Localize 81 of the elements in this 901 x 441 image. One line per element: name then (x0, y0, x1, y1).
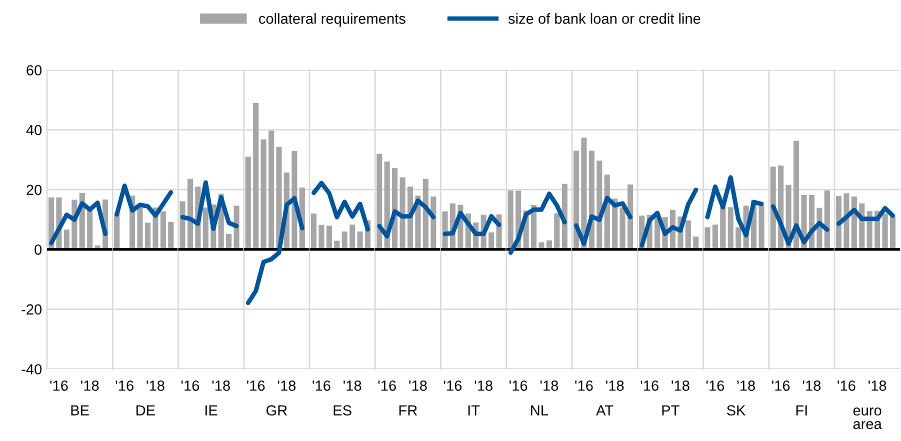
bar (350, 224, 356, 250)
y-tick-label: 0 (34, 244, 42, 255)
bar (728, 207, 734, 250)
x-tick-label: '18 (146, 380, 164, 391)
x-tick-label: '16 (510, 380, 528, 391)
x-axis-title: AT (596, 405, 614, 416)
bar (620, 208, 626, 250)
x-axis-title: NL (531, 405, 548, 416)
bar (202, 208, 208, 250)
bar (573, 150, 580, 250)
y-tick-label: -40 (22, 364, 42, 374)
bar (376, 154, 382, 250)
x-tick-label: '16 (444, 380, 462, 391)
bar (508, 190, 514, 250)
bar (758, 205, 764, 250)
bar (882, 214, 888, 250)
bar (890, 216, 896, 250)
legend-label: collateral requirements (259, 13, 406, 27)
x-tick-label: '18 (802, 380, 821, 391)
bar (704, 227, 710, 250)
x-tick-label: '16 (247, 380, 265, 391)
x-tick-label: '18 (737, 380, 755, 391)
x-tick-label: '16 (838, 380, 856, 391)
x-axis-title: DE (136, 405, 155, 416)
bar (326, 226, 332, 250)
x-axis-title: IE (206, 405, 218, 416)
x-tick-label: '18 (540, 380, 558, 391)
bar (137, 208, 143, 250)
bar (160, 211, 166, 250)
bar (400, 177, 406, 250)
bar (187, 178, 193, 250)
x-axis-title: BE (71, 405, 89, 416)
x-tick-label: '16 (116, 380, 134, 391)
bar (253, 102, 259, 250)
x-tick-label: '18 (474, 380, 492, 391)
y-tick-label: 20 (26, 184, 42, 196)
x-tick-label: '18 (344, 380, 362, 391)
bar (357, 231, 363, 250)
legend-label: size of bank loan or credit line (508, 13, 700, 24)
x-tick-label: '16 (772, 380, 790, 391)
x-axis-title: GR (266, 405, 287, 416)
bar (310, 214, 317, 250)
x-axis-title: IT (468, 405, 480, 416)
x-tick-label: '16 (50, 380, 68, 391)
x-tick-label: '18 (409, 380, 427, 391)
bar (64, 230, 70, 250)
x-tick-label: '16 (378, 380, 396, 391)
y-tick-label: 40 (26, 124, 42, 136)
bar (342, 231, 348, 250)
x-tick-label: '16 (640, 380, 658, 391)
bar (245, 156, 251, 250)
bar (144, 222, 151, 250)
x-axis-title: euro area (853, 408, 882, 430)
x-axis-title: SK (726, 405, 746, 416)
bar (720, 207, 726, 250)
x-tick-label: '16 (706, 380, 724, 391)
x-axis-title: FR (399, 405, 417, 416)
x-tick-label: '18 (672, 380, 690, 391)
bar (685, 220, 691, 250)
x-tick-label: '18 (278, 380, 296, 391)
x-tick-label: '18 (212, 380, 230, 391)
x-axis-title: PT (662, 405, 680, 416)
x-tick-label: '18 (81, 380, 99, 391)
bar (488, 232, 494, 250)
bar (168, 222, 174, 250)
x-tick-label: '18 (606, 380, 624, 391)
x-tick-label: '16 (181, 380, 200, 391)
y-tick-label: 60 (26, 65, 42, 76)
x-tick-label: '18 (868, 380, 886, 391)
bar (712, 224, 718, 250)
bar (260, 139, 266, 250)
bar (554, 213, 560, 250)
line-series (49, 200, 108, 246)
bar (736, 227, 742, 250)
bar (268, 130, 274, 250)
x-tick-label: '16 (312, 380, 330, 391)
x-axis-title: ES (334, 405, 352, 416)
x-axis-title: FI (796, 405, 807, 416)
y-tick-label: -20 (22, 304, 42, 315)
x-tick-label: '16 (575, 380, 593, 391)
bar (318, 224, 324, 250)
